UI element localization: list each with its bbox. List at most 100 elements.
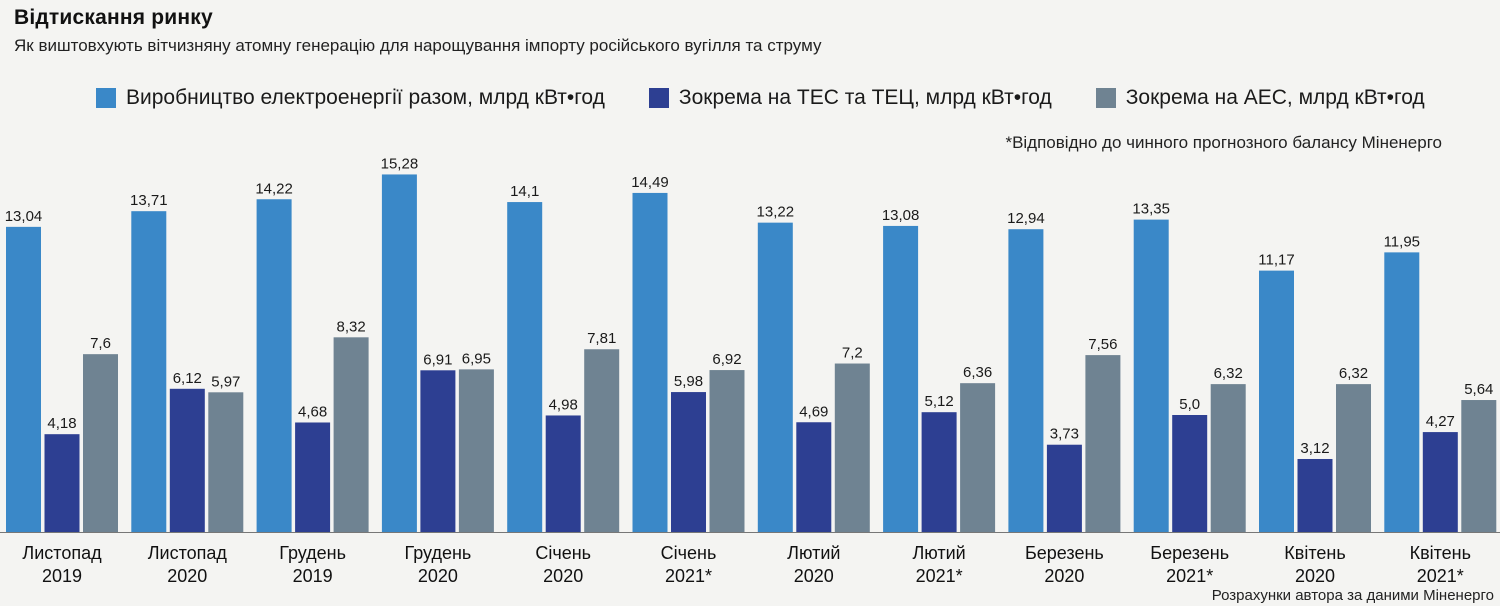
category-label-month-11: Квітень [1284, 543, 1345, 563]
category-label-year-4: 2020 [418, 566, 458, 586]
legend-swatch-aes [1095, 88, 1116, 108]
data-label-total-1: 13,04 [5, 208, 43, 225]
legend-swatch-tes [648, 88, 669, 108]
bar-total-8 [883, 225, 919, 533]
data-label-aes-11: 6,32 [1339, 365, 1368, 382]
data-label-tes-11: 3,12 [1300, 440, 1329, 457]
data-label-total-7: 13,22 [757, 204, 795, 221]
data-label-total-10: 13,35 [1132, 201, 1170, 218]
data-label-aes-8: 6,36 [963, 364, 992, 381]
bar-aes-5 [584, 349, 620, 532]
chart-title: Відтискання ринку [14, 6, 213, 29]
data-label-aes-7: 7,2 [842, 345, 863, 362]
data-label-tes-1: 4,18 [47, 415, 76, 432]
bar-aes-1 [83, 354, 118, 532]
data-label-aes-10: 6,32 [1214, 365, 1243, 382]
data-label-tes-4: 6,91 [423, 351, 452, 368]
category-label-month-2: Листопад [148, 543, 228, 563]
bar-aes-3 [333, 337, 369, 532]
legend-swatch-total [96, 88, 116, 108]
category-label-year-7: 2020 [794, 566, 834, 586]
category-label-month-1: Листопад [22, 543, 102, 563]
data-label-tes-5: 4,98 [549, 396, 578, 413]
data-label-total-5: 14,1 [510, 183, 539, 200]
bar-total-11 [1259, 270, 1294, 532]
bar-tes-4 [420, 370, 456, 532]
bar-tes-12 [1422, 432, 1458, 532]
data-label-total-11: 11,17 [1258, 252, 1294, 269]
category-label-month-6: Січень [661, 543, 717, 563]
legend-label-tes: Зокрема на ТЕС та ТЕЦ, млрд кВт•год [678, 86, 1052, 109]
data-label-total-6: 14,49 [631, 174, 669, 191]
data-label-total-3: 14,22 [255, 180, 293, 197]
bar-tes-11 [1297, 458, 1333, 532]
category-label-year-1: 2019 [42, 566, 82, 586]
source-note: Розрахунки автора за даними Міненерго [1211, 587, 1494, 604]
data-label-aes-3: 8,32 [336, 318, 365, 335]
data-label-tes-3: 4,68 [298, 403, 327, 420]
data-label-total-8: 13,08 [882, 207, 920, 224]
data-label-aes-12: 5,64 [1464, 381, 1493, 398]
bar-aes-11 [1336, 384, 1371, 532]
bar-total-9 [1008, 229, 1044, 533]
bar-total-5 [507, 202, 543, 532]
bar-aes-7 [834, 363, 870, 532]
data-label-tes-12: 4,27 [1426, 413, 1455, 430]
data-label-aes-1: 7,6 [90, 335, 111, 352]
bar-tes-6 [671, 392, 706, 532]
data-label-aes-6: 6,92 [712, 351, 741, 368]
bar-aes-4 [458, 369, 494, 532]
category-label-year-8: 2021* [916, 566, 963, 586]
bar-aes-8 [960, 383, 996, 532]
category-label-month-3: Грудень [279, 543, 346, 563]
category-label-month-4: Грудень [405, 543, 472, 563]
bar-total-4 [381, 174, 417, 532]
data-label-tes-6: 5,98 [674, 373, 703, 390]
category-label-month-10: Березень [1150, 543, 1229, 563]
bar-aes-2 [208, 392, 244, 532]
category-label-month-12: Квітень [1410, 543, 1471, 563]
legend: Виробництво електроенергії разом, млрд к… [96, 86, 1425, 110]
data-label-aes-2: 5,97 [211, 373, 240, 390]
category-label-year-10: 2021* [1166, 566, 1213, 586]
data-label-tes-8: 5,12 [924, 393, 953, 410]
bar-aes-10 [1210, 384, 1246, 532]
category-label-month-7: Лютий [787, 543, 840, 563]
bar-total-3 [256, 199, 292, 532]
category-label-year-9: 2020 [1044, 566, 1084, 586]
category-label-year-11: 2020 [1295, 566, 1335, 586]
data-label-total-9: 12,94 [1007, 210, 1045, 227]
bar-total-12 [1384, 252, 1420, 532]
bar-total-6 [632, 192, 668, 532]
bar-total-10 [1133, 219, 1169, 533]
category-label-year-2: 2020 [167, 566, 207, 586]
category-label-year-3: 2019 [293, 566, 333, 586]
bar-total-1 [6, 226, 41, 532]
bar-aes-9 [1085, 355, 1121, 532]
bar-aes-12 [1461, 400, 1497, 532]
data-label-tes-2: 6,12 [173, 370, 202, 387]
bar-total-2 [131, 211, 167, 532]
data-label-total-4: 15,28 [381, 155, 419, 172]
bar-tes-5 [545, 415, 581, 532]
category-label-year-6: 2021* [665, 566, 712, 586]
legend-label-aes: Зокрема на АЕС, млрд кВт•год [1125, 86, 1425, 109]
data-label-tes-9: 3,73 [1050, 426, 1079, 443]
data-label-total-2: 13,71 [130, 192, 168, 209]
forecast-note: *Відповідно до чинного прогнозного балан… [1005, 133, 1442, 152]
bar-tes-8 [921, 412, 957, 532]
data-label-aes-5: 7,81 [587, 330, 616, 347]
bar-tes-1 [44, 434, 80, 532]
legend-item-aes: Зокрема на АЕС, млрд кВт•год [1095, 86, 1425, 110]
bar-tes-7 [796, 422, 832, 532]
bar-aes-6 [709, 370, 745, 532]
bar-tes-2 [169, 388, 205, 532]
category-label-month-9: Березень [1025, 543, 1104, 563]
chart-subtitle: Як виштовхують вітчизняну атомну генерац… [14, 36, 822, 55]
legend-item-tes: Зокрема на ТЕС та ТЕЦ, млрд кВт•год [648, 86, 1052, 110]
data-label-total-12: 11,95 [1384, 233, 1420, 250]
data-label-tes-10: 5,0 [1179, 396, 1200, 413]
bar-tes-10 [1172, 415, 1208, 532]
legend-item-total: Виробництво електроенергії разом, млрд к… [96, 86, 605, 110]
